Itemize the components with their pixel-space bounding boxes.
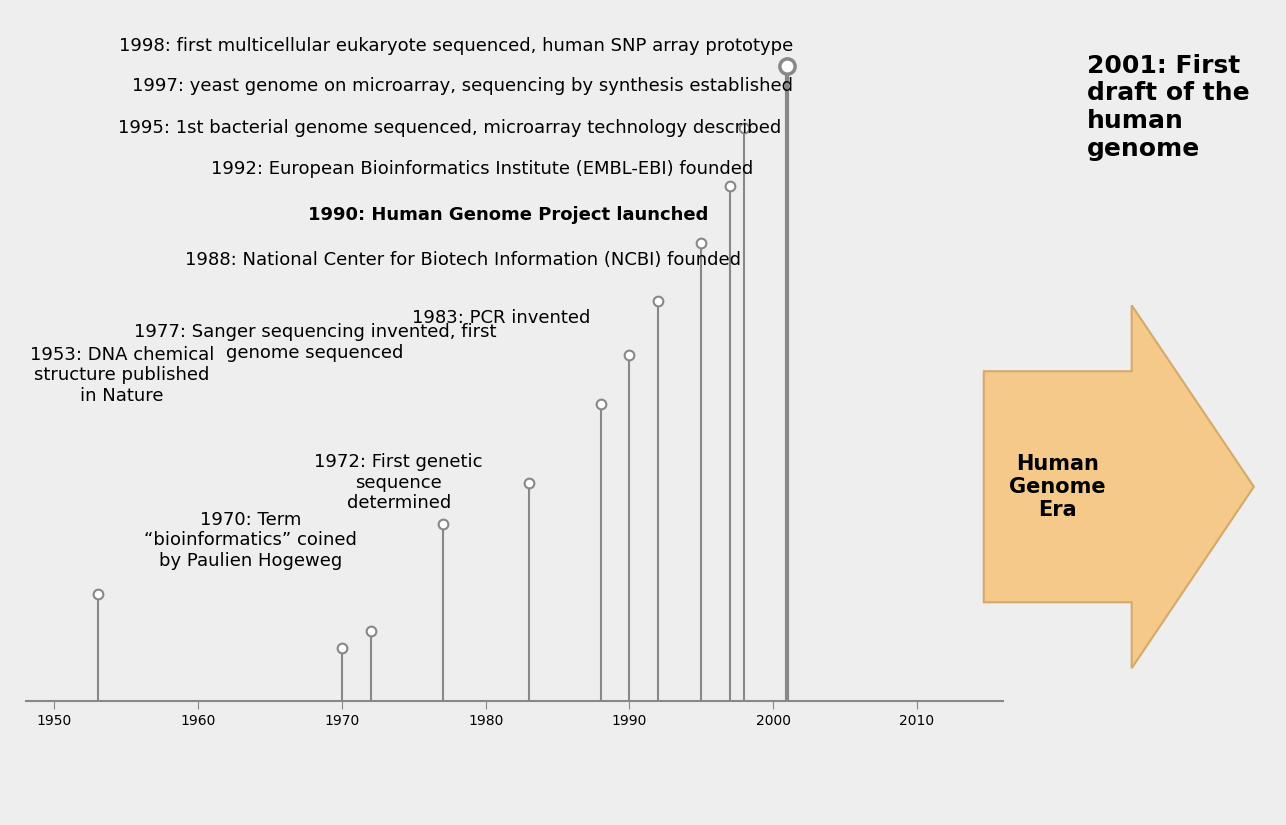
- Text: 1972: First genetic
sequence
determined: 1972: First genetic sequence determined: [314, 453, 484, 512]
- Text: 1997: yeast genome on microarray, sequencing by synthesis established: 1997: yeast genome on microarray, sequen…: [132, 77, 793, 95]
- Polygon shape: [984, 305, 1254, 668]
- Text: 1990: Human Genome Project launched: 1990: Human Genome Project launched: [307, 205, 709, 224]
- Text: Human
Genome
Era: Human Genome Era: [1010, 454, 1106, 520]
- Text: 1970: Term
“bioinformatics” coined
by Paulien Hogeweg: 1970: Term “bioinformatics” coined by Pa…: [144, 511, 358, 570]
- Text: 1953: DNA chemical
structure published
in Nature: 1953: DNA chemical structure published i…: [30, 346, 215, 405]
- Text: 1983: PCR invented: 1983: PCR invented: [413, 309, 590, 327]
- Text: 2001: First
draft of the
human
genome: 2001: First draft of the human genome: [1087, 54, 1249, 161]
- Text: 1988: National Center for Biotech Information (NCBI) founded: 1988: National Center for Biotech Inform…: [185, 251, 741, 269]
- Text: 1998: first multicellular eukaryote sequenced, human SNP array prototype: 1998: first multicellular eukaryote sequ…: [120, 37, 793, 55]
- Text: 1995: 1st bacterial genome sequenced, microarray technology described: 1995: 1st bacterial genome sequenced, mi…: [118, 119, 782, 137]
- Text: 1977: Sanger sequencing invented, first
genome sequenced: 1977: Sanger sequencing invented, first …: [134, 323, 496, 362]
- Text: 1992: European Bioinformatics Institute (EMBL-EBI) founded: 1992: European Bioinformatics Institute …: [211, 160, 754, 178]
